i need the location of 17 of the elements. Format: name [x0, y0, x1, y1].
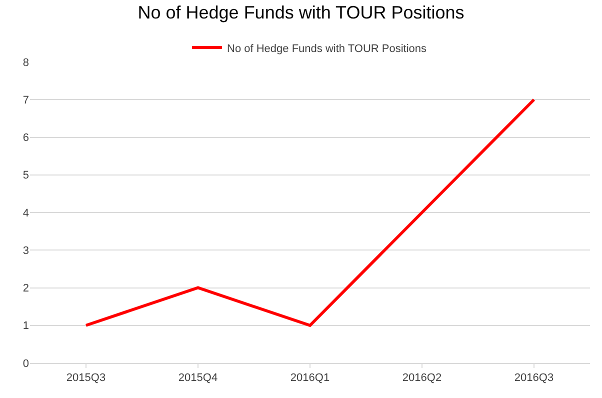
- x-tick-label: 2015Q4: [178, 372, 218, 384]
- y-tick-label: 4: [22, 207, 29, 220]
- y-tick-label: 2: [22, 282, 29, 295]
- y-tick-label: 1: [22, 320, 29, 332]
- line-series: [84, 98, 536, 327]
- x-tick-label: 2016Q3: [514, 372, 554, 384]
- x-tick-label: 2016Q2: [402, 372, 442, 384]
- legend-label: No of Hedge Funds with TOUR Positions: [227, 42, 428, 55]
- y-tick-label: 7: [22, 94, 29, 106]
- y-tick-label: 0: [22, 358, 29, 370]
- y-tick-label: 3: [22, 244, 29, 257]
- chart-title: No of Hedge Funds with TOUR Positions: [138, 2, 464, 23]
- y-tick-label: 6: [22, 132, 29, 144]
- x-tick-label: 2016Q1: [290, 372, 330, 384]
- x-tick-label: 2015Q3: [66, 372, 106, 384]
- y-tick-label: 5: [22, 170, 29, 182]
- y-tick-label: 8: [22, 56, 29, 69]
